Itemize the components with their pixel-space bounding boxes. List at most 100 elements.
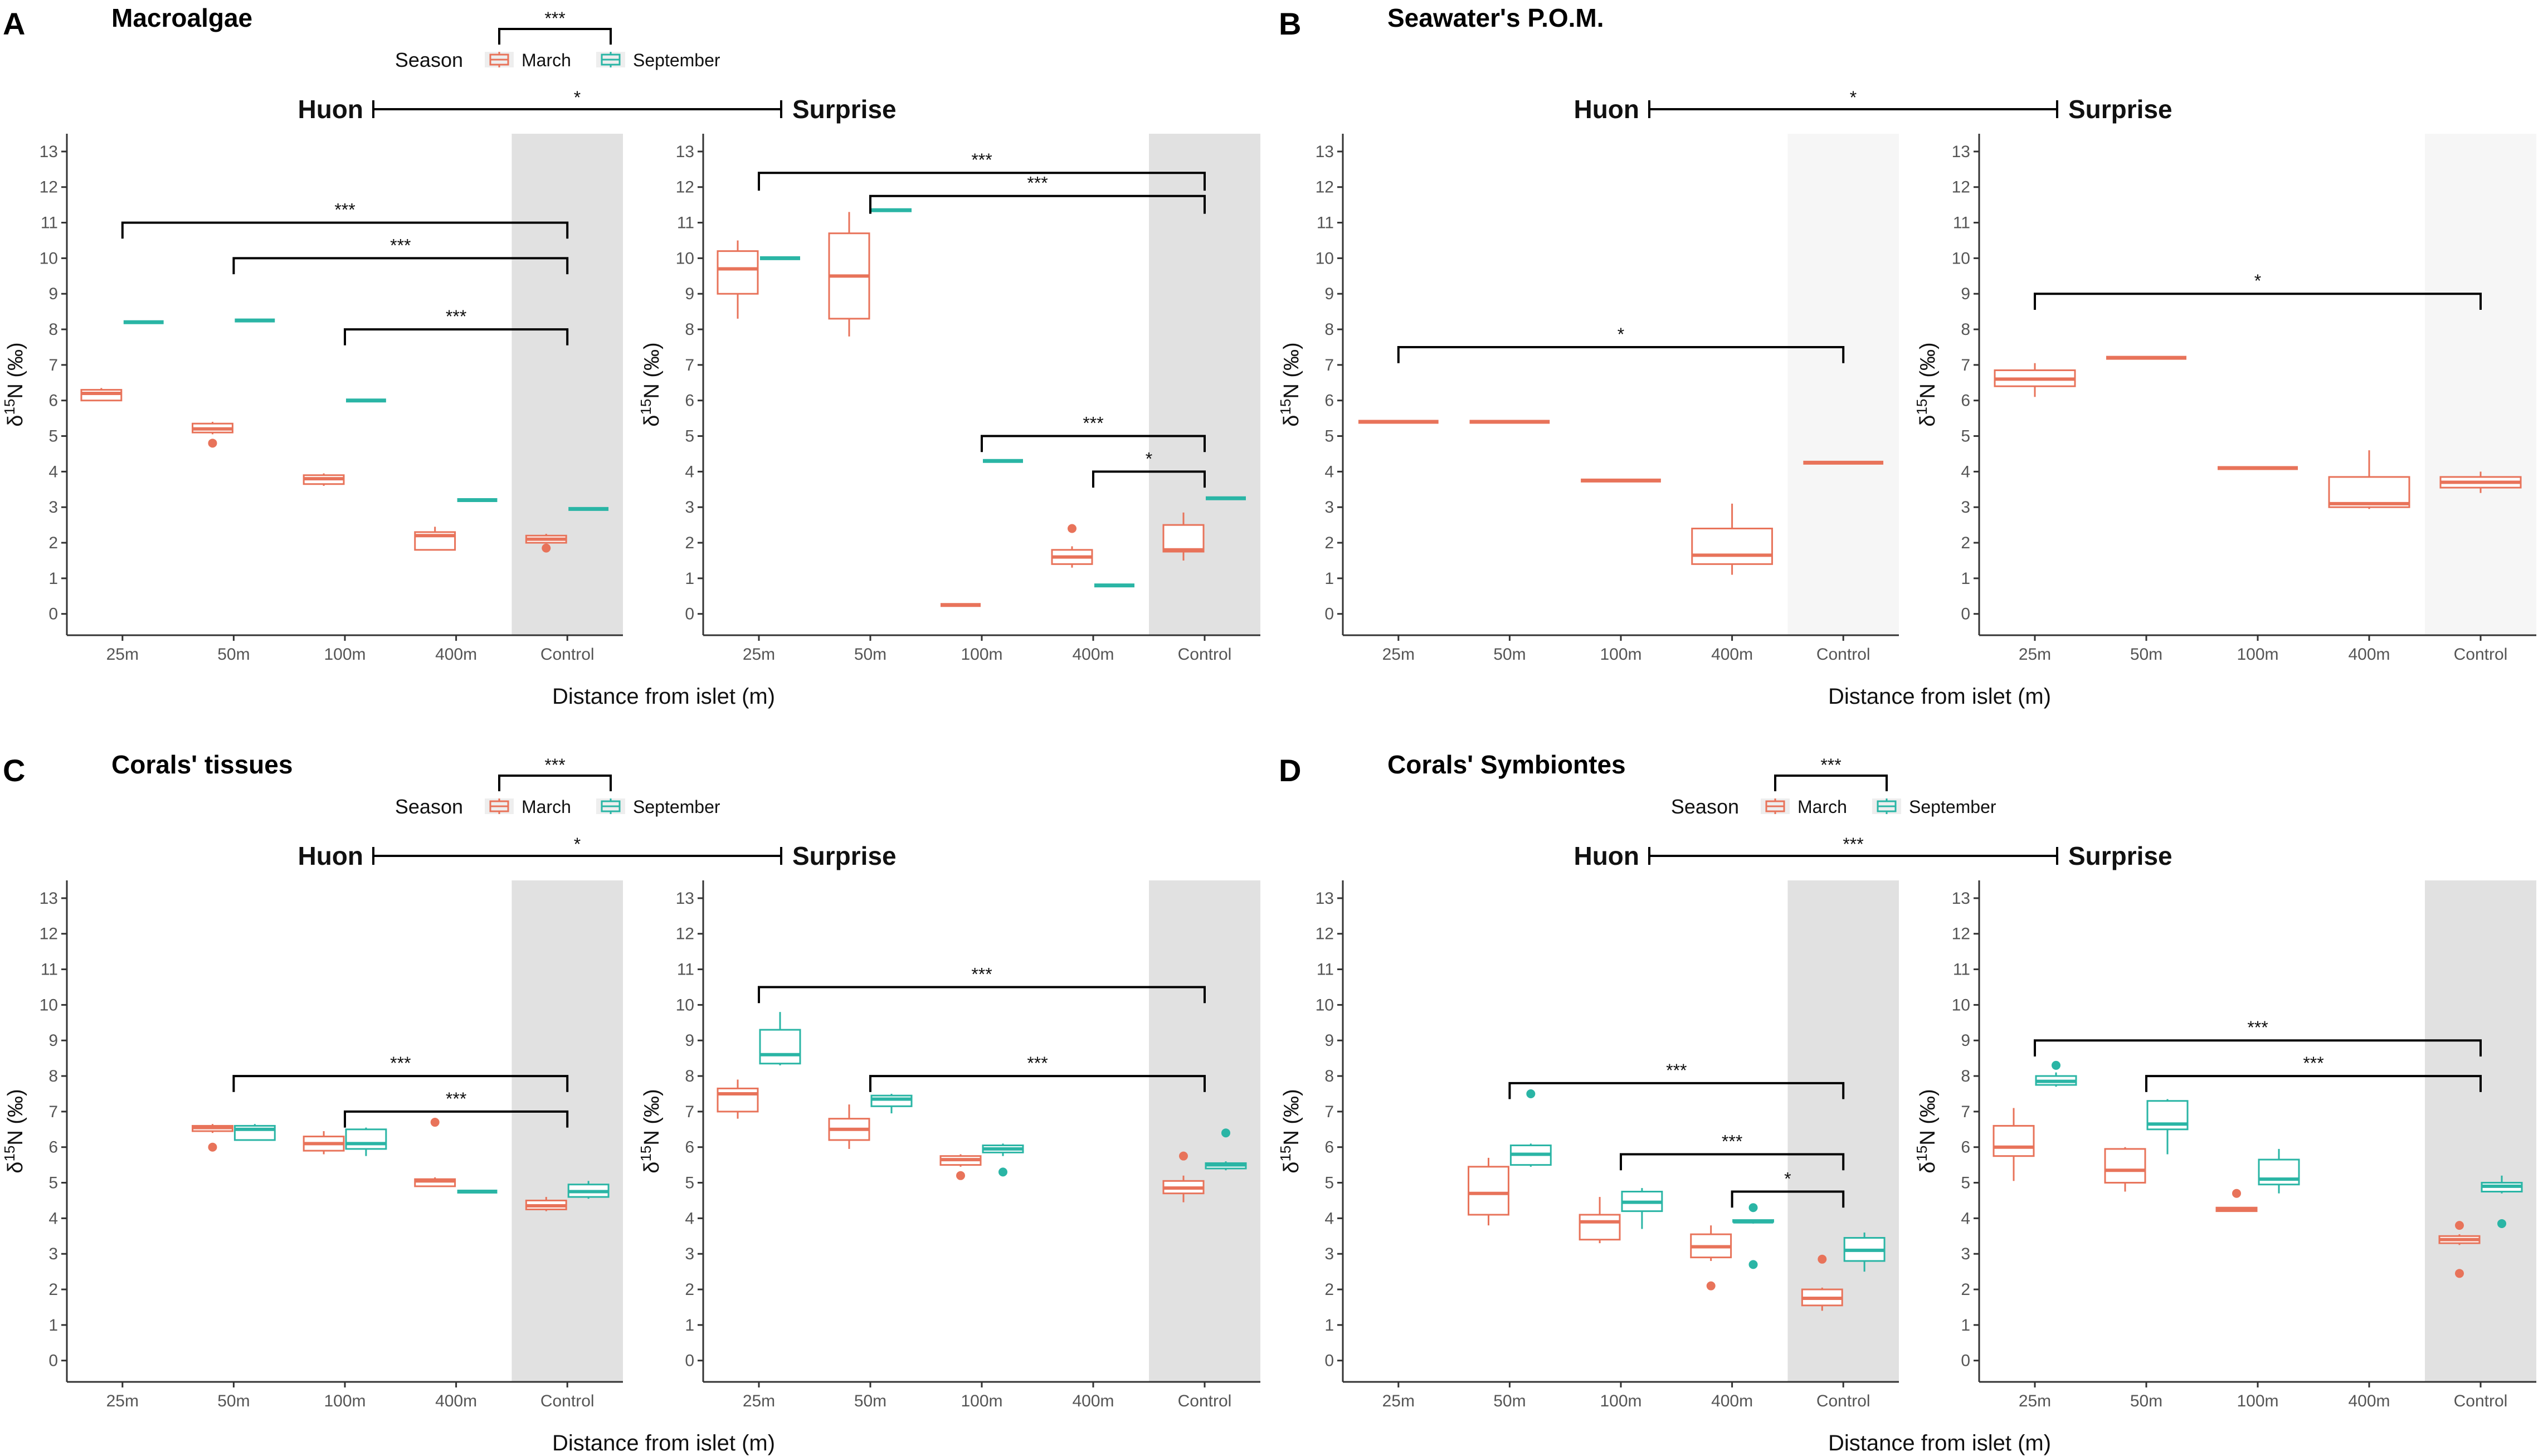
y-axis-label: δ15N (‰) <box>1277 342 1303 426</box>
box-september-50m <box>1509 1089 1552 1167</box>
y-axis-label: δ15N (‰) <box>637 342 664 426</box>
outlier-point <box>2455 1221 2464 1230</box>
box-september-50m <box>2146 1099 2189 1155</box>
y-tick-label: 11 <box>677 214 694 232</box>
y-tick-label: 11 <box>41 961 58 979</box>
x-tick-label: Control <box>1178 1392 1232 1410</box>
y-tick-label: 6 <box>685 392 694 410</box>
x-tick-label: Control <box>540 1392 595 1410</box>
x-tick-label: 50m <box>2130 645 2162 664</box>
legend-sig-label: *** <box>1820 755 1841 775</box>
x-tick-label: 100m <box>961 1392 1002 1410</box>
y-tick-label: 5 <box>685 427 694 446</box>
y-tick-label: 1 <box>48 1316 58 1335</box>
y-axis-label: δ15N (‰) <box>1913 1089 1940 1173</box>
legend-label-september: September <box>633 50 720 70</box>
y-tick-label: 5 <box>685 1174 694 1192</box>
y-tick-label: 13 <box>1316 889 1334 908</box>
x-tick-label: 25m <box>2019 645 2051 664</box>
sig-bracket-label: * <box>1618 324 1624 344</box>
box-march-50m <box>828 212 870 337</box>
box-iqr <box>80 389 123 402</box>
y-tick-label: 9 <box>1324 1031 1334 1050</box>
y-tick-label: 0 <box>685 605 694 624</box>
chart-d: D Corals' Symbiontes Season March September *… <box>1277 750 2536 1455</box>
site-label-huon: Huon <box>1574 841 1639 870</box>
site-comparison-sig: *** <box>1843 834 1863 854</box>
y-tick-label: 7 <box>1324 356 1334 374</box>
y-axis-label: δ15N (‰) <box>1277 1089 1303 1173</box>
box-march-control <box>525 1197 567 1211</box>
x-tick-label: Control <box>1816 1392 1870 1410</box>
legend-label-september: September <box>1909 797 1996 817</box>
y-tick-label: 12 <box>1952 925 1970 943</box>
legend-label-september: September <box>633 797 720 817</box>
y-tick-label: 10 <box>676 996 694 1014</box>
y-tick-label: 1 <box>685 1316 694 1335</box>
y-tick-label: 8 <box>685 1067 694 1085</box>
box-september-50m <box>870 1093 913 1114</box>
y-tick-label: 0 <box>48 605 58 624</box>
box-iqr <box>1691 528 1773 565</box>
outlier-point <box>1221 1128 1230 1138</box>
sig-bracket <box>344 328 569 345</box>
sig-bracket-label: *** <box>1722 1131 1742 1151</box>
box-september-control <box>567 1181 610 1199</box>
x-tick-label: 50m <box>217 645 250 664</box>
y-tick-label: 3 <box>685 1245 694 1263</box>
x-axis-label: Distance from islet (m) <box>552 1431 775 1455</box>
sig-bracket <box>344 1110 569 1128</box>
y-tick-label: 5 <box>1961 427 1970 446</box>
y-tick-label: 13 <box>40 143 58 161</box>
box-iqr <box>717 1087 759 1113</box>
y-tick-label: 10 <box>676 249 694 267</box>
y-tick-label: 10 <box>40 996 58 1014</box>
y-tick-label: 13 <box>40 889 58 908</box>
x-tick-label: 400m <box>435 1392 477 1410</box>
outlier-point <box>1526 1089 1536 1098</box>
box-march-100m <box>1579 1197 1621 1244</box>
y-tick-label: 4 <box>1324 1209 1334 1228</box>
outlier-point <box>430 1118 440 1127</box>
box-september-25m <box>759 1012 801 1065</box>
control-shade <box>1149 880 1260 1382</box>
sig-bracket-label: *** <box>971 150 992 170</box>
x-tick-label: 25m <box>106 1392 139 1410</box>
box-iqr <box>1468 1166 1509 1216</box>
y-tick-label: 0 <box>1324 1352 1334 1370</box>
legend-sig-bracket <box>498 775 612 791</box>
y-tick-label: 6 <box>685 1138 694 1157</box>
sig-bracket <box>869 194 1206 214</box>
x-tick-label: 25m <box>106 645 139 664</box>
panel-letter: C <box>3 753 25 788</box>
legend-sig-bracket <box>498 28 612 45</box>
box-march-25m <box>1994 363 2076 397</box>
legend-label-march: March <box>1797 797 1847 817</box>
site-label-surprise: Surprise <box>792 95 897 124</box>
y-tick-label: 0 <box>1961 605 1970 624</box>
y-tick-label: 10 <box>1316 996 1334 1014</box>
x-tick-label: Control <box>540 645 595 664</box>
y-tick-label: 1 <box>1324 1316 1334 1335</box>
y-tick-label: 12 <box>40 178 58 197</box>
x-tick-label: 50m <box>1493 645 1526 664</box>
sig-bracket <box>121 221 569 239</box>
y-tick-label: 6 <box>1324 392 1334 410</box>
x-tick-label: 100m <box>2237 1392 2278 1410</box>
panel-title: Macroalgae <box>111 3 252 32</box>
box-march-100m <box>303 473 345 486</box>
sig-bracket-label: *** <box>971 964 992 984</box>
sig-bracket <box>1397 345 1845 363</box>
box-march-25m <box>1993 1108 2035 1181</box>
sig-bracket <box>2034 1039 2482 1056</box>
legend-title: Season <box>395 795 463 818</box>
x-tick-label: 400m <box>1072 645 1114 664</box>
box-september-25m <box>2035 1060 2077 1087</box>
x-tick-label: 100m <box>2237 645 2278 664</box>
y-axis-label: δ15N (‰) <box>637 1089 664 1173</box>
